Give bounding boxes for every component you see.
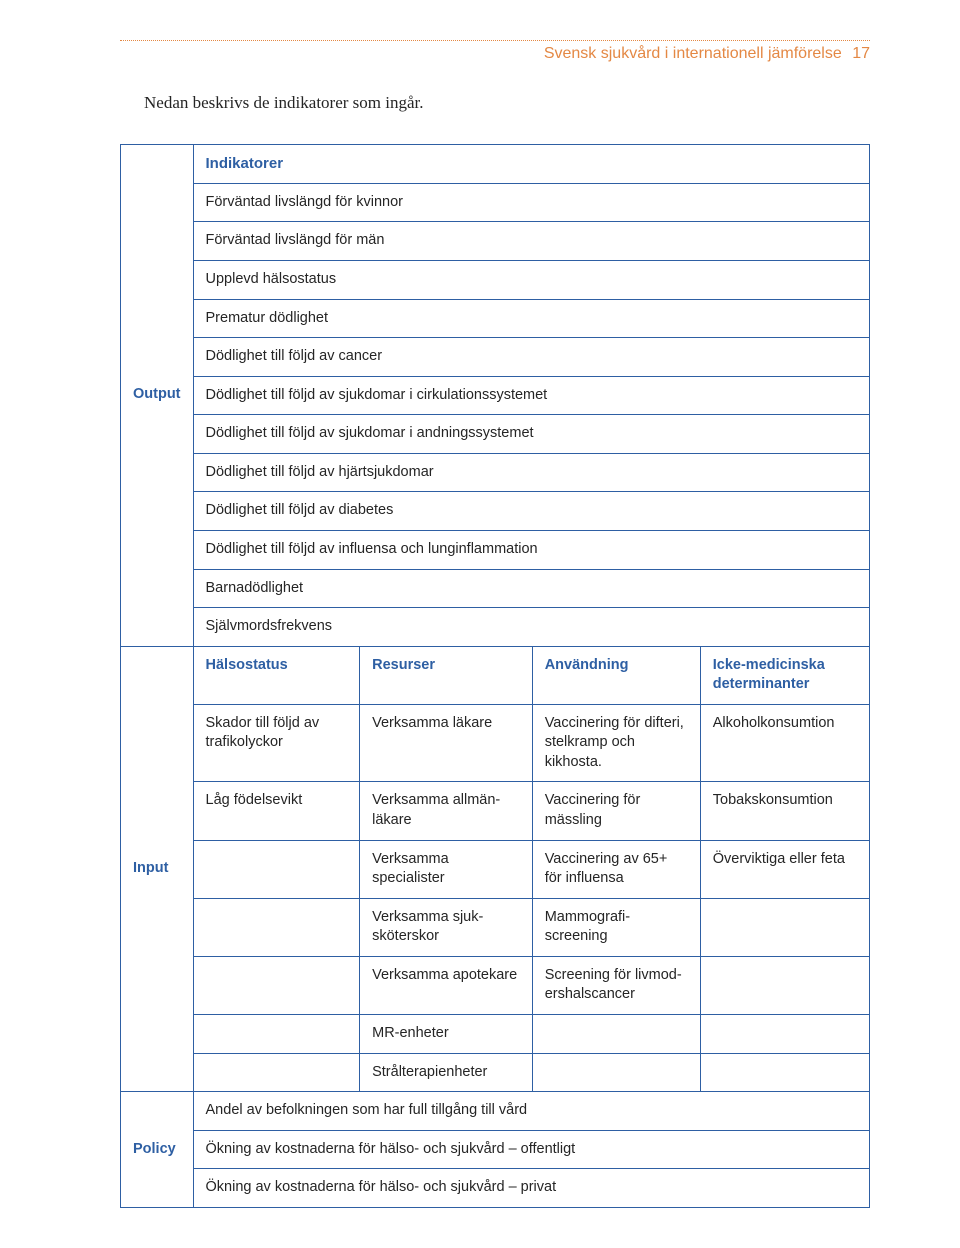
output-row: Dödlighet till följd av diabetes: [193, 492, 869, 531]
output-row: Barnadödlighet: [193, 569, 869, 608]
input-cell: [193, 898, 360, 956]
input-cell: [700, 956, 869, 1014]
input-cell: [532, 1053, 700, 1092]
input-cell: Skador till följd av trafikolyckor: [193, 704, 360, 782]
output-row: Förväntad livslängd för män: [193, 222, 869, 261]
input-cell: Vaccinering för difteri, stelkramp och k…: [532, 704, 700, 782]
policy-row: Ökning av kostnaderna för hälso- och sju…: [193, 1169, 869, 1208]
input-cell: Mammografi­screening: [532, 898, 700, 956]
output-row: Dödlighet till följd av hjärtsjukdomar: [193, 453, 869, 492]
input-cell: Verksamma läkare: [360, 704, 533, 782]
input-cell: Låg födelsevikt: [193, 782, 360, 840]
input-cell: [700, 898, 869, 956]
input-cell: Överviktiga eller feta: [700, 840, 869, 898]
input-cell: [532, 1014, 700, 1053]
intro-text: Nedan beskrivs de indikatorer som ingår.: [120, 91, 870, 116]
output-row: Självmordsfrekvens: [193, 608, 869, 647]
output-row: Dödlighet till följd av cancer: [193, 338, 869, 377]
cat-halsostatus: Hälsostatus: [193, 646, 360, 704]
output-row: Prematur dödlighet: [193, 299, 869, 338]
policy-row: Ökning av kostnaderna för hälso- och sju…: [193, 1130, 869, 1169]
output-label: Output: [121, 144, 194, 646]
indicators-header: Indikatorer: [193, 144, 869, 183]
input-cell: [193, 1053, 360, 1092]
input-cell: Verksamma sjuk­sköterskor: [360, 898, 533, 956]
input-cell: [700, 1053, 869, 1092]
cat-anvandning: Användning: [532, 646, 700, 704]
input-cell: Vaccinering för mässling: [532, 782, 700, 840]
page-number: 17: [852, 45, 870, 62]
input-cell: Tobaks­konsumtion: [700, 782, 869, 840]
input-cell: [193, 956, 360, 1014]
output-row: Dödlighet till följd av sjukdomar i cirk…: [193, 376, 869, 415]
input-cell: [193, 840, 360, 898]
header-title: Svensk sjukvård i internationell jämföre…: [544, 45, 842, 62]
input-cell: MR-enheter: [360, 1014, 533, 1053]
input-cell: [700, 1014, 869, 1053]
input-cell: Verksamma specialister: [360, 840, 533, 898]
output-row: Upplevd hälsostatus: [193, 261, 869, 300]
cat-determinanter: Icke-medicinska determinanter: [700, 646, 869, 704]
input-label: Input: [121, 646, 194, 1091]
indicators-table: Output Indikatorer Förväntad livslängd f…: [120, 144, 870, 1208]
page-header: Svensk sjukvård i internationell jämföre…: [120, 41, 870, 91]
input-cell: Screening för livmod­ershalscancer: [532, 956, 700, 1014]
policy-label: Policy: [121, 1092, 194, 1208]
policy-row: Andel av befolkningen som har full tillg…: [193, 1092, 869, 1131]
output-row: Dödlighet till följd av sjukdomar i andn…: [193, 415, 869, 454]
input-cell: Alkohol­konsumtion: [700, 704, 869, 782]
output-row: Förväntad livslängd för kvinnor: [193, 183, 869, 222]
input-cell: Vaccinering av 65+ för influensa: [532, 840, 700, 898]
input-cell: Strålterapienheter: [360, 1053, 533, 1092]
cat-resurser: Resurser: [360, 646, 533, 704]
input-cell: Verksamma apotekare: [360, 956, 533, 1014]
input-cell: Verksamma allmän­läkare: [360, 782, 533, 840]
output-row: Dödlighet till följd av influensa och lu…: [193, 530, 869, 569]
input-cell: [193, 1014, 360, 1053]
